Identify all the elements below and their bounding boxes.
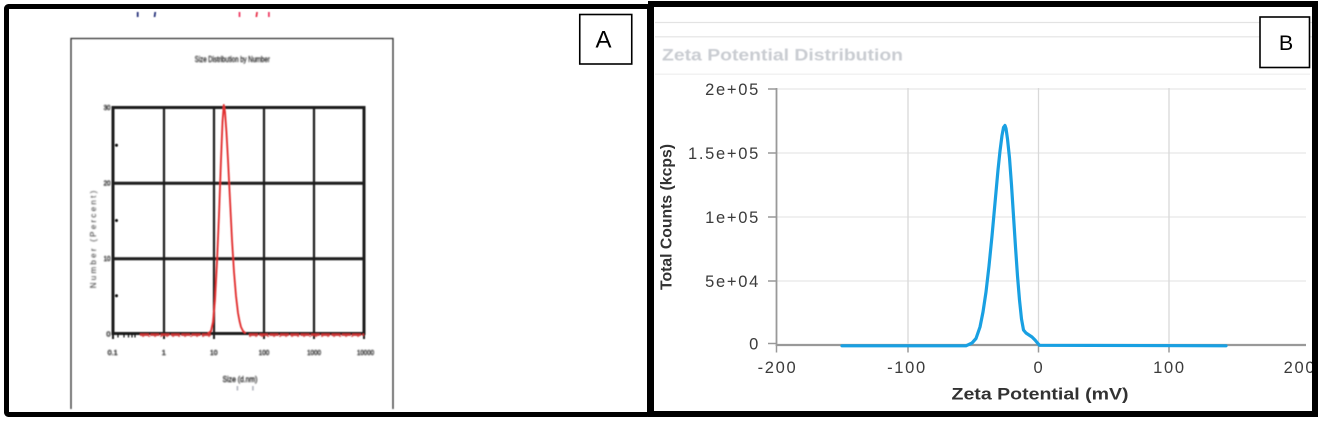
svg-text:0.1: 0.1 <box>108 348 118 357</box>
svg-text:100: 100 <box>259 348 270 357</box>
svg-text:20: 20 <box>104 179 111 188</box>
svg-text:-200: -200 <box>758 359 798 377</box>
svg-text:Total Counts (kcps): Total Counts (kcps) <box>659 144 676 290</box>
svg-text:10000: 10000 <box>357 348 374 357</box>
svg-text:0: 0 <box>749 336 760 354</box>
svg-text:100: 100 <box>1153 359 1186 377</box>
svg-text:A: A <box>595 27 611 54</box>
svg-text:0: 0 <box>1034 359 1045 377</box>
svg-text:200: 200 <box>1284 359 1317 377</box>
svg-text:B: B <box>1279 31 1293 55</box>
svg-text:2e+05: 2e+05 <box>705 81 760 99</box>
svg-text:1e+05: 1e+05 <box>705 209 760 227</box>
svg-text:Number (Percent): Number (Percent) <box>89 190 98 288</box>
svg-text:Zeta Potential (mV): Zeta Potential (mV) <box>952 385 1129 404</box>
svg-text:-100: -100 <box>887 359 927 377</box>
svg-text:Size Distribution by Number: Size Distribution by Number <box>195 54 270 64</box>
svg-text:10: 10 <box>210 348 218 357</box>
svg-text:10: 10 <box>104 254 111 263</box>
svg-text:Zeta Potential Distribution: Zeta Potential Distribution <box>662 46 903 65</box>
svg-text:1: 1 <box>162 348 166 357</box>
svg-text:1.5e+05: 1.5e+05 <box>688 145 760 163</box>
svg-text:30: 30 <box>104 103 111 112</box>
svg-text:0: 0 <box>106 330 110 339</box>
svg-text:Size (d.nm): Size (d.nm) <box>223 374 258 384</box>
svg-text:5e+04: 5e+04 <box>705 273 760 291</box>
svg-text:1000: 1000 <box>307 348 321 357</box>
